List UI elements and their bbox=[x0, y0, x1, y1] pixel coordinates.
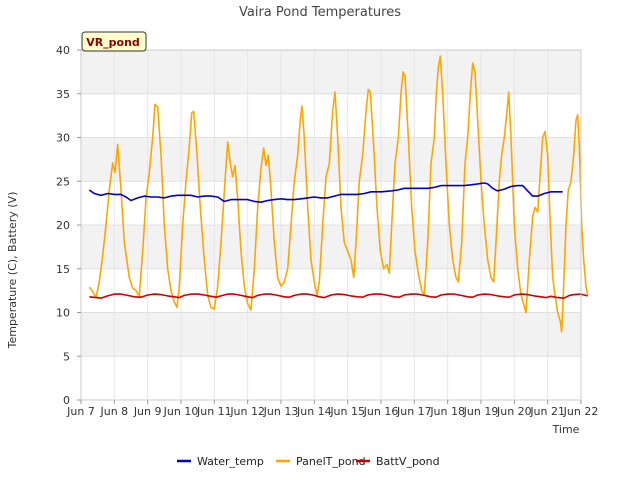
x-tick-label: Jun 17 bbox=[396, 405, 432, 418]
x-tick-label: Jun 13 bbox=[263, 405, 299, 418]
series-layer bbox=[88, 55, 589, 333]
y-tick-label: 25 bbox=[56, 175, 70, 188]
x-tick-label: Jun 7 bbox=[66, 405, 95, 418]
legend: Water_temp PanelT_pond BattV_pond bbox=[177, 455, 440, 468]
y-tick-label: 5 bbox=[63, 350, 70, 363]
series-line-battv-pond bbox=[89, 293, 588, 299]
y-tick-label: 10 bbox=[56, 307, 70, 320]
x-tick-label: Jun 22 bbox=[563, 405, 599, 418]
legend-label: BattV_pond bbox=[376, 455, 440, 468]
x-axis-label: Time bbox=[552, 423, 580, 436]
x-tick-label: Jun 15 bbox=[329, 405, 365, 418]
station-badge: VR_pond bbox=[81, 31, 147, 52]
y-tick-label: 15 bbox=[56, 263, 70, 276]
y-tick-label: 30 bbox=[56, 132, 70, 145]
chart-title: Vaira Pond Temperatures bbox=[239, 5, 401, 20]
x-tick-label: Jun 10 bbox=[163, 405, 199, 418]
y-tick-label: 40 bbox=[56, 44, 70, 57]
x-tick-label: Jun 18 bbox=[429, 405, 465, 418]
x-tick-label: Jun 16 bbox=[363, 405, 399, 418]
x-tick-label: Jun 11 bbox=[196, 405, 232, 418]
badge-label: VR_pond bbox=[86, 36, 140, 49]
plot-band bbox=[81, 50, 581, 94]
legend-label: PanelT_pond bbox=[296, 455, 366, 468]
x-tick-label: Jun 14 bbox=[296, 405, 332, 418]
x-tick-label: Jun 19 bbox=[463, 405, 499, 418]
y-tick-label: 20 bbox=[56, 219, 70, 232]
x-tick-label: Jun 21 bbox=[529, 405, 565, 418]
y-tick-label: 35 bbox=[56, 88, 70, 101]
badge-box bbox=[81, 31, 147, 52]
x-tick-label: Jun 9 bbox=[133, 405, 162, 418]
plot-band bbox=[81, 312, 581, 357]
legend-label: Water_temp bbox=[197, 455, 264, 468]
x-tick-label: Jun 20 bbox=[496, 405, 532, 418]
series-line-water-temp bbox=[88, 182, 563, 203]
y-axis-label: Temperature (C), Battery (V) bbox=[6, 192, 19, 350]
y-axis-ticks: 0 5 10 15 20 25 30 35 40 bbox=[56, 44, 81, 407]
x-tick-label: Jun 8 bbox=[99, 405, 128, 418]
y-tick-label: 0 bbox=[63, 394, 70, 407]
plot-band bbox=[81, 225, 581, 269]
x-tick-label: Jun 12 bbox=[229, 405, 265, 418]
series-line-panelt-pond bbox=[88, 55, 589, 333]
